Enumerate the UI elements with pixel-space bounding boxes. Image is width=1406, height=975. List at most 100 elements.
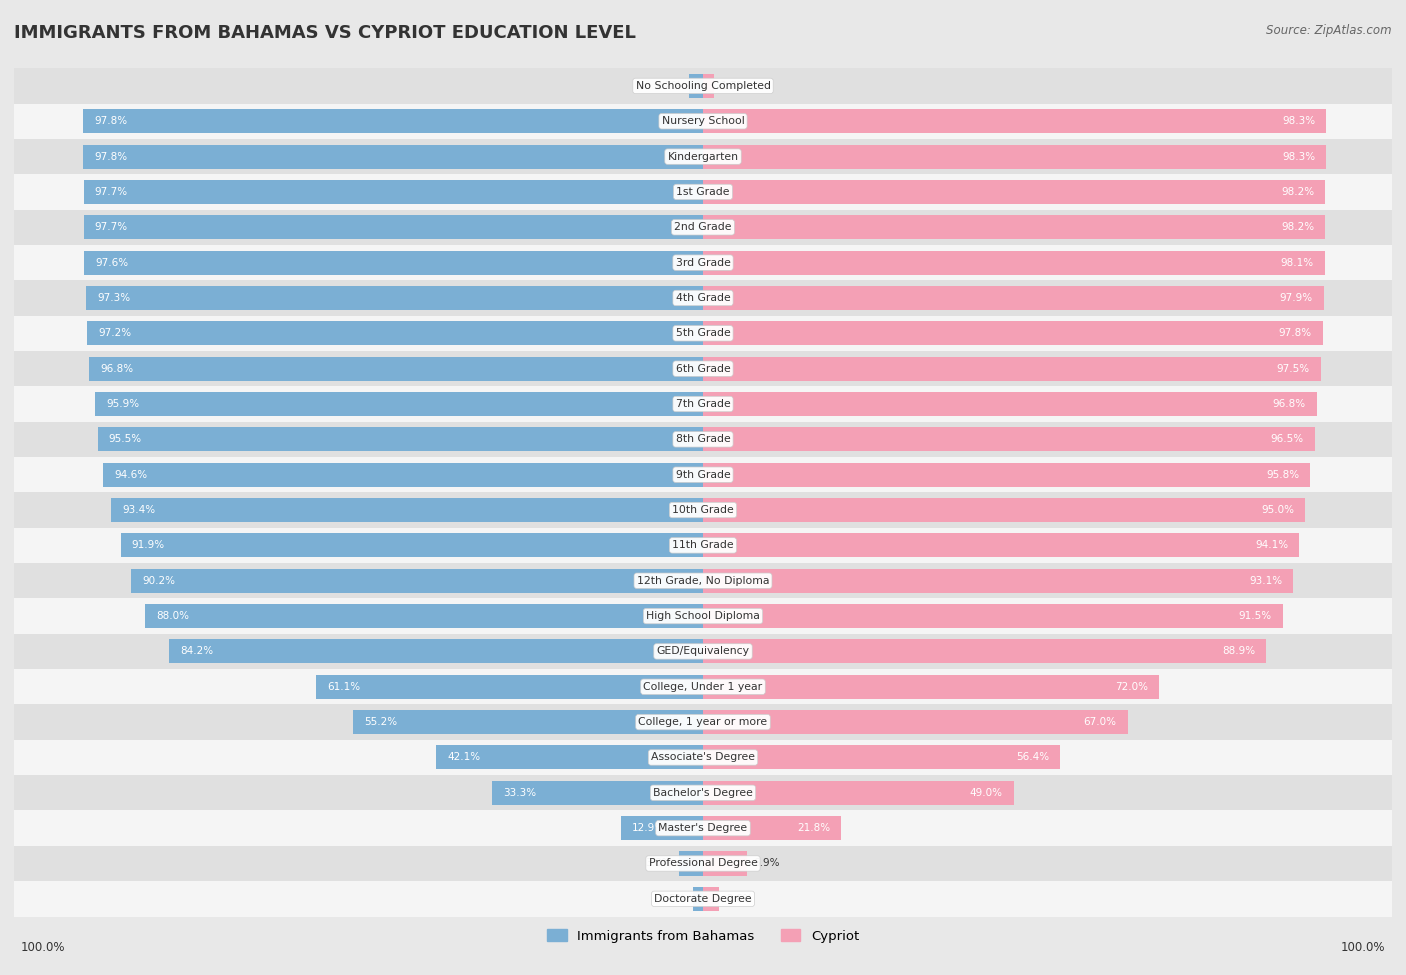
Bar — [14, 421, 1392, 457]
Bar — [131, 568, 703, 593]
Text: 90.2%: 90.2% — [142, 575, 176, 586]
Bar — [14, 138, 1392, 175]
Bar — [689, 74, 703, 98]
Bar — [121, 533, 703, 558]
Bar — [14, 386, 1392, 421]
Text: 95.9%: 95.9% — [107, 399, 139, 410]
Bar — [14, 564, 1392, 599]
Bar — [14, 316, 1392, 351]
Text: 96.5%: 96.5% — [1271, 434, 1303, 445]
Text: 95.8%: 95.8% — [1265, 470, 1299, 480]
Text: 100.0%: 100.0% — [1340, 941, 1385, 954]
Bar — [97, 427, 703, 451]
Text: 6.9%: 6.9% — [754, 858, 780, 869]
Bar — [703, 286, 1323, 310]
Text: 67.0%: 67.0% — [1084, 717, 1116, 727]
Text: Bachelor's Degree: Bachelor's Degree — [652, 788, 754, 798]
Text: 11th Grade: 11th Grade — [672, 540, 734, 551]
Text: 88.9%: 88.9% — [1222, 646, 1256, 656]
Bar — [14, 704, 1392, 740]
Bar — [84, 180, 703, 204]
Text: 21.8%: 21.8% — [797, 823, 830, 834]
Text: 93.1%: 93.1% — [1249, 575, 1282, 586]
Text: 10th Grade: 10th Grade — [672, 505, 734, 515]
Text: 96.8%: 96.8% — [1272, 399, 1306, 410]
Text: 72.0%: 72.0% — [1115, 682, 1149, 692]
Bar — [84, 251, 703, 275]
Text: 97.8%: 97.8% — [94, 151, 128, 162]
Bar — [703, 568, 1294, 593]
Text: 97.5%: 97.5% — [1277, 364, 1310, 373]
Text: 98.1%: 98.1% — [1281, 257, 1313, 268]
Text: IMMIGRANTS FROM BAHAMAS VS CYPRIOT EDUCATION LEVEL: IMMIGRANTS FROM BAHAMAS VS CYPRIOT EDUCA… — [14, 24, 636, 42]
Bar — [14, 281, 1392, 316]
Legend: Immigrants from Bahamas, Cypriot: Immigrants from Bahamas, Cypriot — [541, 924, 865, 948]
Text: 56.4%: 56.4% — [1017, 753, 1049, 762]
Text: 95.5%: 95.5% — [108, 434, 142, 445]
Bar — [492, 781, 703, 804]
Text: Associate's Degree: Associate's Degree — [651, 753, 755, 762]
Bar — [14, 245, 1392, 281]
Bar — [703, 74, 714, 98]
Text: 97.9%: 97.9% — [1279, 292, 1312, 303]
Bar — [14, 175, 1392, 210]
Bar — [14, 68, 1392, 103]
Bar — [353, 710, 703, 734]
Bar — [703, 604, 1282, 628]
Text: 88.0%: 88.0% — [156, 611, 190, 621]
Bar — [703, 322, 1323, 345]
Bar — [703, 640, 1267, 663]
Bar — [111, 498, 703, 522]
Text: 42.1%: 42.1% — [447, 753, 481, 762]
Text: Source: ZipAtlas.com: Source: ZipAtlas.com — [1267, 24, 1392, 37]
Text: Nursery School: Nursery School — [662, 116, 744, 127]
Bar — [83, 109, 703, 134]
Text: 97.2%: 97.2% — [98, 329, 131, 338]
Text: 5th Grade: 5th Grade — [676, 329, 730, 338]
Text: GED/Equivalency: GED/Equivalency — [657, 646, 749, 656]
Bar — [703, 498, 1305, 522]
Text: 2.2%: 2.2% — [655, 81, 682, 91]
Text: 97.7%: 97.7% — [94, 187, 128, 197]
Text: 98.3%: 98.3% — [1282, 151, 1315, 162]
Bar — [703, 251, 1324, 275]
Text: 7th Grade: 7th Grade — [676, 399, 730, 410]
Text: 97.8%: 97.8% — [1278, 329, 1312, 338]
Text: 6th Grade: 6th Grade — [676, 364, 730, 373]
Bar — [14, 846, 1392, 881]
Text: 97.7%: 97.7% — [94, 222, 128, 232]
Text: 84.2%: 84.2% — [180, 646, 214, 656]
Text: 49.0%: 49.0% — [970, 788, 1002, 798]
Bar — [14, 881, 1392, 916]
Bar — [14, 457, 1392, 492]
Bar — [693, 887, 703, 911]
Text: 1.7%: 1.7% — [721, 81, 747, 91]
Bar — [703, 533, 1299, 558]
Bar — [316, 675, 703, 699]
Text: Doctorate Degree: Doctorate Degree — [654, 894, 752, 904]
Text: 2.6%: 2.6% — [727, 894, 752, 904]
Bar — [703, 427, 1315, 451]
Bar — [703, 180, 1326, 204]
Text: 55.2%: 55.2% — [364, 717, 398, 727]
Text: 61.1%: 61.1% — [326, 682, 360, 692]
Bar — [145, 604, 703, 628]
Bar — [703, 816, 841, 840]
Text: 12th Grade, No Diploma: 12th Grade, No Diploma — [637, 575, 769, 586]
Text: 33.3%: 33.3% — [503, 788, 536, 798]
Text: 9th Grade: 9th Grade — [676, 470, 730, 480]
Text: 98.2%: 98.2% — [1281, 222, 1315, 232]
Text: 97.6%: 97.6% — [96, 257, 128, 268]
Text: 12.9%: 12.9% — [633, 823, 665, 834]
Bar — [703, 357, 1322, 380]
Text: 98.2%: 98.2% — [1281, 187, 1315, 197]
Bar — [87, 322, 703, 345]
Text: College, 1 year or more: College, 1 year or more — [638, 717, 768, 727]
Bar — [14, 775, 1392, 810]
Bar — [703, 463, 1310, 487]
Text: College, Under 1 year: College, Under 1 year — [644, 682, 762, 692]
Text: 3.8%: 3.8% — [645, 858, 672, 869]
Text: 1st Grade: 1st Grade — [676, 187, 730, 197]
Bar — [703, 851, 747, 876]
Bar — [169, 640, 703, 663]
